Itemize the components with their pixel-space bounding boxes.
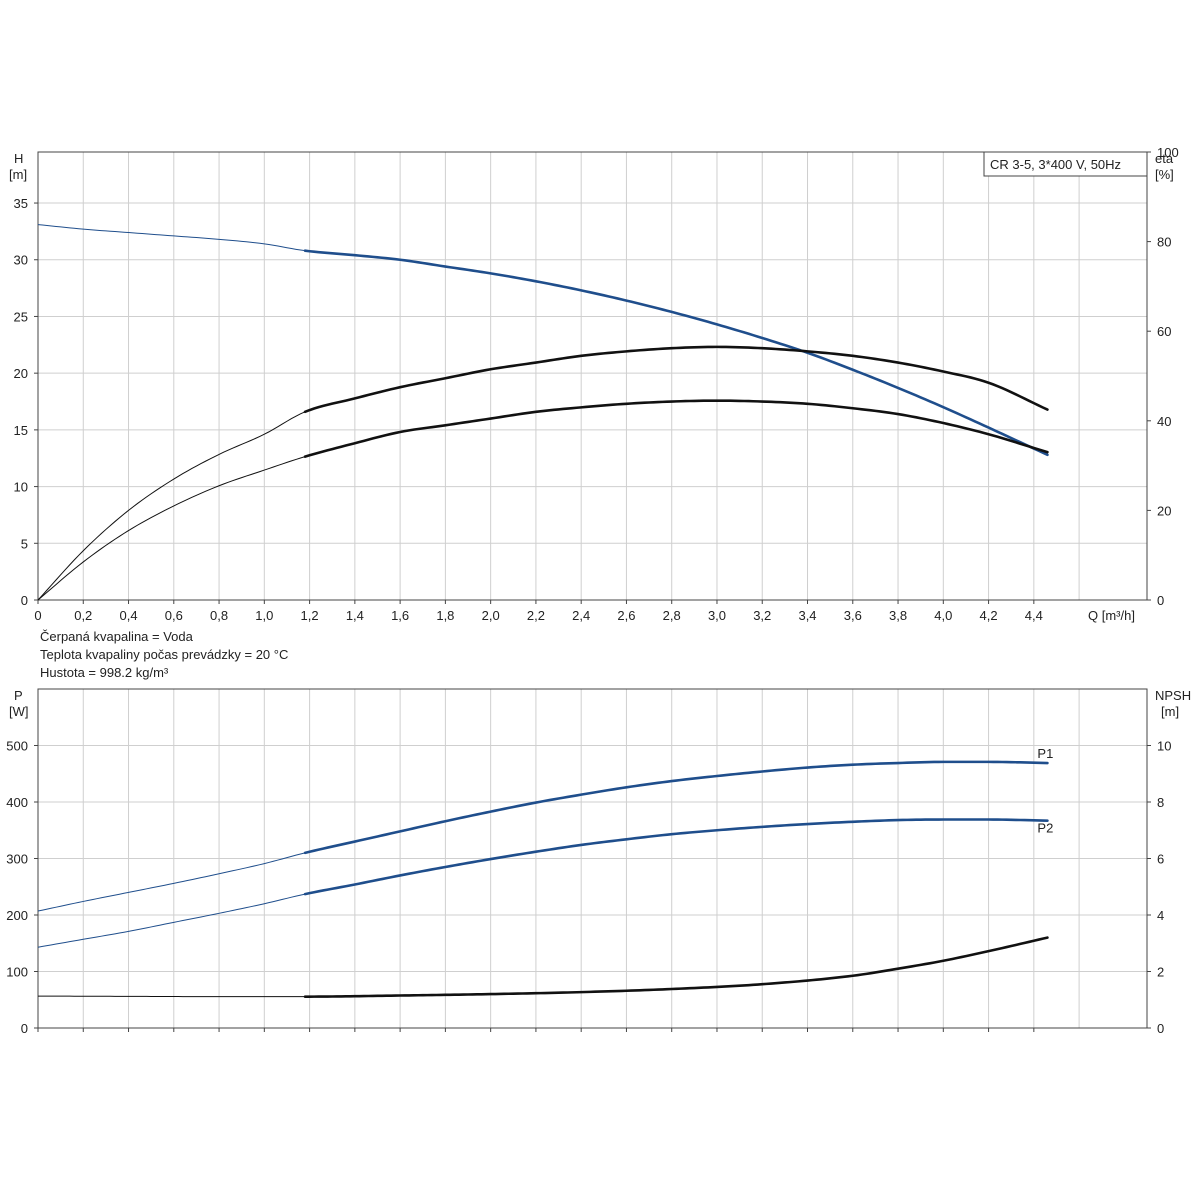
y-right-axis-unit: [m] <box>1161 704 1179 719</box>
y-left-axis-unit: [W] <box>9 704 29 719</box>
y-right-tick-label-1: 20 <box>1157 503 1171 518</box>
y-left-tick-label-1: 100 <box>6 965 28 980</box>
x-tick-label-16: 3,2 <box>753 608 771 623</box>
series-1-extrapolated-line <box>37 411 306 601</box>
x-tick-label-4: 0,8 <box>210 608 228 623</box>
series-2-operating-line <box>303 399 1049 458</box>
x-tick-label-13: 2,6 <box>617 608 635 623</box>
series-1-operating-line <box>303 345 1049 414</box>
x-tick-label-22: 4,4 <box>1025 608 1043 623</box>
density-note: Hustota = 998.2 kg/m³ <box>40 665 169 680</box>
series-2-extrapolated-line <box>37 995 306 998</box>
plot-frame <box>37 151 1148 601</box>
y-right-axis-label: eta <box>1155 151 1174 166</box>
y-right-tick-label-2: 40 <box>1157 414 1171 429</box>
y-left-tick-label-3: 15 <box>14 423 28 438</box>
y-left-tick-label-2: 200 <box>6 908 28 923</box>
x-tick-label-20: 4,0 <box>934 608 952 623</box>
x-tick-label-15: 3,0 <box>708 608 726 623</box>
y-left-tick-label-5: 500 <box>6 739 28 754</box>
series-1-extrapolated-line <box>37 893 306 948</box>
y-right-tick-label-3: 6 <box>1157 852 1164 867</box>
series-2-operating-line <box>303 936 1049 998</box>
x-tick-label-7: 1,4 <box>346 608 364 623</box>
x-tick-label-14: 2,8 <box>663 608 681 623</box>
series-0-operating-line <box>303 249 1049 457</box>
x-tick-label-19: 3,8 <box>889 608 907 623</box>
pump-model-label: CR 3-5, 3*400 V, 50Hz <box>990 157 1121 172</box>
x-tick-label-0: 0 <box>34 608 41 623</box>
y-right-tick-label-1: 2 <box>1157 965 1164 980</box>
series-1-operating-line <box>303 818 1049 896</box>
x-tick-label-17: 3,4 <box>798 608 816 623</box>
series-label-p2: P2 <box>1037 821 1053 836</box>
y-left-tick-label-6: 30 <box>14 253 28 268</box>
y-left-tick-label-7: 35 <box>14 196 28 211</box>
pump-model-box <box>983 151 1148 177</box>
series-0-operating-line <box>303 760 1049 855</box>
y-left-axis-unit: [m] <box>9 167 27 182</box>
y-left-axis-label: H <box>14 151 23 166</box>
x-tick-label-21: 4,2 <box>980 608 998 623</box>
liquid-temperature-note: Teplota kvapaliny počas prevádzky = 20 °… <box>40 647 289 662</box>
x-tick-label-18: 3,6 <box>844 608 862 623</box>
pumped-liquid-note: Čerpaná kvapalina = Voda <box>40 629 193 644</box>
y-right-axis-label: NPSH <box>1155 688 1191 703</box>
y-right-tick-label-5: 10 <box>1157 739 1171 754</box>
y-right-tick-label-0: 0 <box>1157 593 1164 608</box>
y-left-tick-label-0: 0 <box>21 1021 28 1036</box>
y-right-tick-label-4: 8 <box>1157 795 1164 810</box>
x-tick-label-11: 2,2 <box>527 608 545 623</box>
y-left-tick-label-4: 20 <box>14 366 28 381</box>
y-left-axis-label: P <box>14 688 23 703</box>
y-left-tick-label-4: 400 <box>6 795 28 810</box>
x-tick-label-10: 2,0 <box>482 608 500 623</box>
series-0-extrapolated-line <box>37 852 306 912</box>
x-tick-label-8: 1,6 <box>391 608 409 623</box>
y-left-tick-label-2: 10 <box>14 480 28 495</box>
x-tick-label-3: 0,6 <box>165 608 183 623</box>
x-axis-label: Q [m³/h] <box>1088 608 1135 623</box>
x-tick-label-1: 0,2 <box>74 608 92 623</box>
y-right-tick-label-5: 100 <box>1157 145 1179 160</box>
power-npsh-chart: 0 100 200 300 400 500 P[W] 0 2 4 6 8 10 NPSH[m] P1 P2 <box>6 688 1191 1036</box>
x-tick-label-2: 0,4 <box>119 608 137 623</box>
series-2-extrapolated-line <box>37 456 306 601</box>
series-label-p1: P1 <box>1037 746 1053 761</box>
y-right-axis-unit: [%] <box>1155 167 1174 182</box>
y-left-tick-label-0: 0 <box>21 593 28 608</box>
y-left-tick-label-5: 25 <box>14 309 28 324</box>
y-left-tick-label-1: 5 <box>21 536 28 551</box>
y-right-tick-label-3: 60 <box>1157 324 1171 339</box>
x-tick-label-5: 1,0 <box>255 608 273 623</box>
y-right-tick-label-0: 0 <box>1157 1021 1164 1036</box>
x-tick-label-6: 1,2 <box>301 608 319 623</box>
y-right-tick-label-2: 4 <box>1157 908 1164 923</box>
x-tick-label-9: 1,8 <box>436 608 454 623</box>
series-0-extrapolated-line <box>37 224 306 252</box>
y-left-tick-label-3: 300 <box>6 852 28 867</box>
y-right-tick-label-4: 80 <box>1157 235 1171 250</box>
x-tick-label-12: 2,4 <box>572 608 590 623</box>
